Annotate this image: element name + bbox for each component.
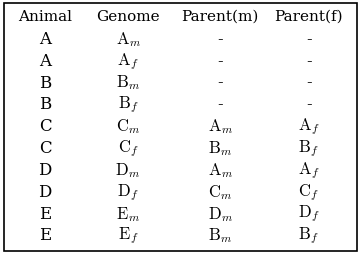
Text: -: - <box>217 75 223 91</box>
Text: $\mathrm{B}_{f}$: $\mathrm{B}_{f}$ <box>118 94 139 115</box>
Text: $\mathrm{A}_{m}$: $\mathrm{A}_{m}$ <box>116 30 141 49</box>
FancyBboxPatch shape <box>4 3 357 251</box>
Text: B: B <box>39 75 51 91</box>
Text: -: - <box>217 97 223 113</box>
Text: $\mathrm{E}_{m}$: $\mathrm{E}_{m}$ <box>116 205 140 224</box>
Text: $\mathrm{C}_{m}$: $\mathrm{C}_{m}$ <box>208 183 232 202</box>
Text: $\mathrm{A}_{f}$: $\mathrm{A}_{f}$ <box>298 116 319 137</box>
Text: -: - <box>306 31 312 48</box>
Text: $\mathrm{D}_{f}$: $\mathrm{D}_{f}$ <box>117 182 139 203</box>
Text: Parent(m): Parent(m) <box>182 9 259 24</box>
Text: $\mathrm{B}_{f}$: $\mathrm{B}_{f}$ <box>298 226 319 246</box>
Text: -: - <box>306 75 312 91</box>
Text: $\mathrm{B}_{m}$: $\mathrm{B}_{m}$ <box>208 227 232 245</box>
Text: D: D <box>38 162 52 179</box>
Text: $\mathrm{A}_{f}$: $\mathrm{A}_{f}$ <box>298 160 319 181</box>
Text: E: E <box>39 206 51 223</box>
Text: $\mathrm{A}_{m}$: $\mathrm{A}_{m}$ <box>208 161 233 180</box>
Text: $\mathrm{A}_{f}$: $\mathrm{A}_{f}$ <box>117 51 139 72</box>
Text: $\mathrm{D}_{m}$: $\mathrm{D}_{m}$ <box>208 205 233 224</box>
Text: $\mathrm{E}_{f}$: $\mathrm{E}_{f}$ <box>118 226 138 246</box>
Text: E: E <box>39 228 51 244</box>
Text: A: A <box>39 31 51 48</box>
Text: $\mathrm{B}_{m}$: $\mathrm{B}_{m}$ <box>116 74 140 92</box>
Text: $\mathrm{A}_{m}$: $\mathrm{A}_{m}$ <box>208 117 233 136</box>
Text: -: - <box>306 53 312 70</box>
Text: $\mathrm{D}_{m}$: $\mathrm{D}_{m}$ <box>116 161 141 180</box>
Text: $\mathrm{C}_{m}$: $\mathrm{C}_{m}$ <box>116 117 140 136</box>
Text: C: C <box>39 140 51 157</box>
Text: $\mathrm{B}_{f}$: $\mathrm{B}_{f}$ <box>298 138 319 159</box>
Text: -: - <box>217 53 223 70</box>
Text: $\mathrm{C}_{f}$: $\mathrm{C}_{f}$ <box>118 138 139 159</box>
Text: -: - <box>306 97 312 113</box>
Text: B: B <box>39 97 51 113</box>
Text: A: A <box>39 53 51 70</box>
Text: D: D <box>38 184 52 201</box>
Text: $\mathrm{D}_{f}$: $\mathrm{D}_{f}$ <box>298 204 319 225</box>
Text: Animal: Animal <box>18 9 72 24</box>
Text: Parent(f): Parent(f) <box>274 9 343 24</box>
Text: Genome: Genome <box>96 9 160 24</box>
Text: -: - <box>217 31 223 48</box>
Text: $\mathrm{C}_{f}$: $\mathrm{C}_{f}$ <box>298 182 319 203</box>
Text: $\mathrm{B}_{m}$: $\mathrm{B}_{m}$ <box>208 139 232 158</box>
Text: C: C <box>39 118 51 135</box>
